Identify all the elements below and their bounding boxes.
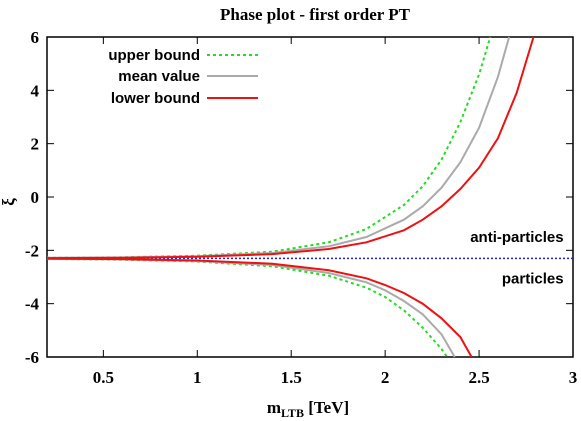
series-upper-bound-lower-branch bbox=[46, 257, 448, 358]
annotation-particles: particles bbox=[502, 270, 564, 287]
x-tick-label: 2.5 bbox=[468, 368, 489, 387]
legend-label-mean-value: mean value bbox=[118, 68, 200, 85]
legend-label-lower-bound: lower bound bbox=[111, 90, 200, 107]
annotation-anti-particles: anti-particles bbox=[470, 229, 563, 246]
x-axis-label-unit: [TeV] bbox=[304, 398, 349, 417]
x-tick-label: 3 bbox=[569, 368, 578, 387]
x-tick-label: 2 bbox=[381, 368, 390, 387]
x-tick-label: 0.5 bbox=[93, 368, 114, 387]
y-tick-label: 4 bbox=[31, 81, 40, 100]
y-tick-label: -6 bbox=[25, 348, 39, 367]
series-lower-bound-upper-branch bbox=[46, 36, 535, 260]
y-tick-labels: -6 -4 -2 0 2 4 6 bbox=[25, 28, 40, 367]
y-tick-label: 2 bbox=[31, 135, 40, 154]
series-mean-value-upper-branch bbox=[46, 36, 511, 259]
series-curves bbox=[46, 36, 535, 358]
series-upper-bound-upper-branch bbox=[46, 36, 492, 259]
chart-title: Phase plot - first order PT bbox=[220, 5, 411, 24]
legend-label-upper-bound: upper bound bbox=[108, 47, 200, 64]
x-tick-label: 1 bbox=[193, 368, 202, 387]
y-tick-label: 6 bbox=[31, 28, 40, 47]
axis-ticks bbox=[47, 36, 574, 358]
y-axis-label: ξ bbox=[0, 198, 18, 206]
y-tick-label: -2 bbox=[25, 241, 39, 260]
x-axis-label: mLTB [TeV] bbox=[267, 398, 349, 420]
y-tick-label: -4 bbox=[25, 295, 40, 314]
legend: upper bound mean value lower bound bbox=[108, 47, 258, 107]
x-tick-label: 1.5 bbox=[281, 368, 302, 387]
series-mean-value-lower-branch bbox=[46, 257, 456, 358]
y-tick-label: 0 bbox=[31, 188, 40, 207]
x-axis-label-subscript: LTB bbox=[281, 406, 304, 420]
series-lower-bound-lower-branch bbox=[46, 257, 473, 358]
x-tick-labels: 0.5 1 1.5 2 2.5 3 bbox=[93, 368, 578, 387]
x-axis-label-main: m bbox=[267, 398, 281, 417]
